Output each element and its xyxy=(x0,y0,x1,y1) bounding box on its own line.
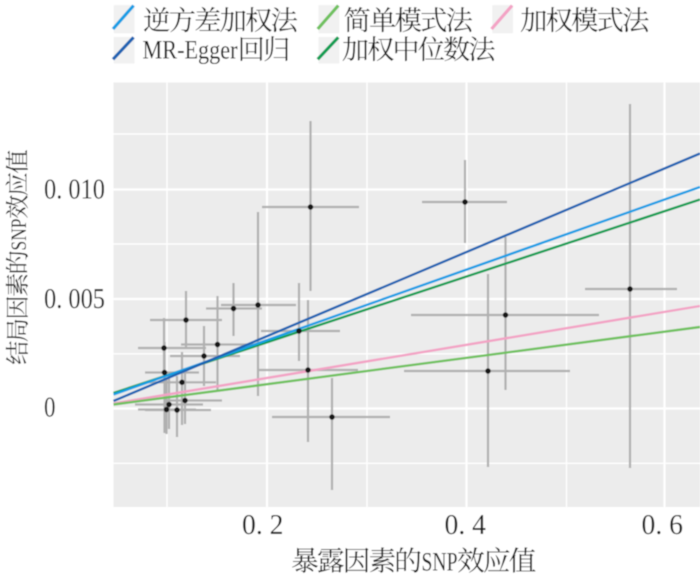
svg-text:0. 005: 0. 005 xyxy=(44,283,105,315)
svg-text:MR-Egger: MR-Egger xyxy=(143,35,238,65)
svg-text:0. 4: 0. 4 xyxy=(445,509,487,541)
svg-text:SNP: SNP xyxy=(6,219,31,251)
svg-text:0. 010: 0. 010 xyxy=(44,174,105,206)
svg-text:0: 0 xyxy=(44,392,56,424)
svg-text:SNP: SNP xyxy=(422,548,458,577)
svg-text:0. 2: 0. 2 xyxy=(242,509,284,541)
svg-text:0. 6: 0. 6 xyxy=(642,509,684,541)
